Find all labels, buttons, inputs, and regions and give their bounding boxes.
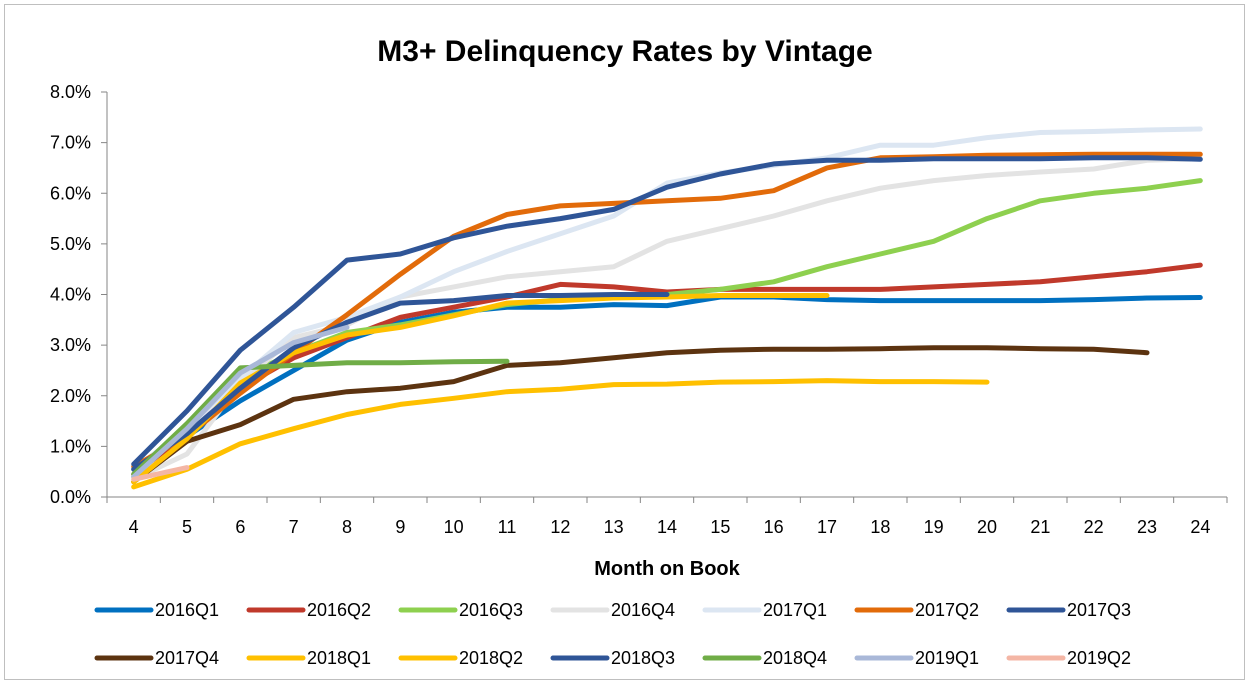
legend-item-2019q2: 2019Q2 <box>1006 648 1131 668</box>
x-tick-label: 5 <box>182 517 192 537</box>
y-tick-label: 3.0% <box>50 335 91 355</box>
series-line-2018q1 <box>131 378 990 490</box>
y-tick-label: 6.0% <box>50 183 91 203</box>
series-line-2018q2 <box>131 293 830 485</box>
legend-label: 2017Q2 <box>915 600 979 620</box>
x-tick-label: 7 <box>289 517 299 537</box>
legend-label: 2016Q1 <box>155 600 219 620</box>
x-tick-label: 12 <box>550 517 570 537</box>
series-line-2017q4 <box>131 345 1150 485</box>
series-line-2018q3 <box>131 292 670 472</box>
y-tick-label: 0.0% <box>50 487 91 507</box>
y-tick-label: 2.0% <box>50 386 91 406</box>
legend-item-2017q1: 2017Q1 <box>702 600 827 620</box>
legend-item-2016q3: 2016Q3 <box>398 600 523 620</box>
chart-frame: M3+ Delinquency Rates by Vintage 0.0% 1.0… <box>4 4 1245 680</box>
x-tick-label: 11 <box>498 517 517 537</box>
legend-item-2017q4: 2017Q4 <box>94 648 219 668</box>
y-tick-label: 8.0% <box>50 82 91 102</box>
series-line-2016q3 <box>131 178 1203 480</box>
legend-item-2019q1: 2019Q1 <box>854 648 979 668</box>
legend-item-2017q3: 2017Q3 <box>1006 600 1131 620</box>
y-tick-label: 5.0% <box>50 234 91 254</box>
legend-label: 2019Q2 <box>1067 648 1131 668</box>
x-tick-label: 13 <box>604 517 624 537</box>
chart: M3+ Delinquency Rates by Vintage 0.0% 1.0… <box>50 35 1228 668</box>
legend-label: 2016Q2 <box>307 600 371 620</box>
x-tick-label: 4 <box>129 517 139 537</box>
legend-item-2016q4: 2016Q4 <box>550 600 675 620</box>
series-line-2016q4 <box>131 156 1203 482</box>
series-line-2019q1 <box>131 324 350 480</box>
x-tick-label: 15 <box>710 517 730 537</box>
legend-item-2017q2: 2017Q2 <box>854 600 979 620</box>
legend: 2016Q1 2016Q2 2016Q3 2016Q4 2017Q1 2017Q2 2017… <box>94 600 1131 668</box>
series-line-2019q2 <box>131 465 190 482</box>
legend-item-2016q1: 2016Q1 <box>94 600 219 620</box>
legend-label: 2017Q3 <box>1067 600 1131 620</box>
x-tick-label: 16 <box>764 517 784 537</box>
legend-label: 2018Q4 <box>763 648 827 668</box>
x-tick-label: 24 <box>1190 517 1210 537</box>
x-tick-label: 21 <box>1030 517 1050 537</box>
x-tick-label: 22 <box>1084 517 1104 537</box>
legend-label: 2018Q1 <box>307 648 371 668</box>
x-tick-label: 23 <box>1137 517 1157 537</box>
legend-item-2018q4: 2018Q4 <box>702 648 827 668</box>
y-tick-label: 1.0% <box>50 436 91 456</box>
x-tick-label: 19 <box>924 517 944 537</box>
legend-item-2018q3: 2018Q3 <box>550 648 675 668</box>
x-tick-label: 10 <box>444 517 464 537</box>
legend-label: 2016Q3 <box>459 600 523 620</box>
legend-item-2016q2: 2016Q2 <box>246 600 371 620</box>
x-axis: 4 5 6 7 8 9 10 11 12 13 14 15 16 17 18 19 20 21 22 23 24 <box>106 496 1228 537</box>
x-axis-title: Month on Book <box>594 558 740 580</box>
legend-label: 2018Q2 <box>459 648 523 668</box>
legend-label: 2018Q3 <box>611 648 675 668</box>
legend-item-2018q2: 2018Q2 <box>398 648 523 668</box>
x-tick-label: 14 <box>657 517 677 537</box>
x-tick-label: 17 <box>817 517 837 537</box>
x-tick-label: 18 <box>870 517 890 537</box>
x-tick-label: 9 <box>395 517 405 537</box>
x-tick-label: 6 <box>235 517 245 537</box>
x-tick-label: 8 <box>342 517 352 537</box>
series-line-2018q4 <box>131 358 510 477</box>
legend-label: 2017Q1 <box>763 600 827 620</box>
chart-title: M3+ Delinquency Rates by Vintage <box>377 35 872 68</box>
y-tick-label: 4.0% <box>50 285 91 305</box>
series-line-2016q1 <box>131 294 1203 472</box>
legend-label: 2017Q4 <box>155 648 219 668</box>
series-layer <box>131 126 1203 490</box>
legend-label: 2019Q1 <box>915 648 979 668</box>
legend-label: 2016Q4 <box>611 600 675 620</box>
y-tick-label: 7.0% <box>50 133 91 153</box>
y-axis: 0.0% 1.0% 2.0% 3.0% 4.0% 5.0% 6.0% 7.0% 8.0% <box>50 82 108 507</box>
series-line-2017q1 <box>131 126 1203 472</box>
x-tick-label: 20 <box>977 517 997 537</box>
legend-item-2018q1: 2018Q1 <box>246 648 371 668</box>
series-line-2017q3 <box>131 155 1203 467</box>
